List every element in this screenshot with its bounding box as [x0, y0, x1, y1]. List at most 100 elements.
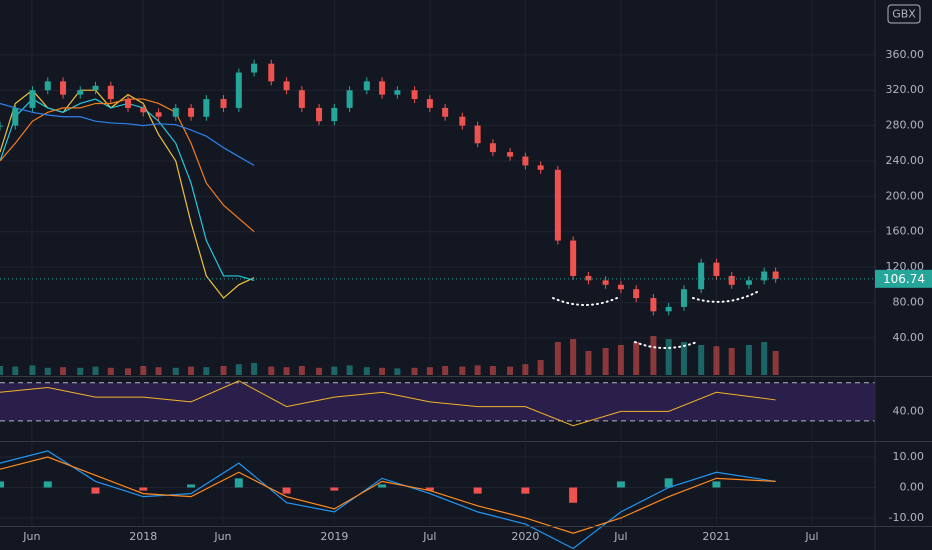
candle [188, 107, 195, 117]
volume-bar [220, 366, 227, 375]
candle [44, 81, 51, 91]
currency-badge [887, 4, 921, 24]
candle [298, 90, 305, 108]
candle [698, 262, 705, 290]
volume-bar [346, 365, 353, 375]
x-tick-label: Jul [613, 530, 627, 543]
candle [745, 280, 752, 285]
volume-bar [665, 339, 672, 375]
y-tick-label: 280.00 [886, 119, 925, 132]
volume-bar [570, 339, 577, 375]
candle [426, 99, 433, 108]
candle [172, 107, 179, 117]
candle [537, 165, 544, 170]
volume-bar [235, 364, 242, 375]
volume-bar [459, 366, 466, 375]
candle [713, 262, 720, 276]
candle [602, 280, 609, 285]
candle [12, 107, 19, 126]
candle [772, 271, 779, 279]
histogram-bar [330, 487, 339, 491]
candle [761, 271, 768, 281]
volume-bar [172, 367, 179, 375]
x-tick-label: Jul [804, 530, 818, 543]
macd-line [0, 456, 776, 534]
volume-bar [772, 351, 779, 375]
volume-bar [363, 367, 370, 375]
volume-bar [633, 342, 640, 375]
volume-bar [698, 345, 705, 375]
candle [363, 81, 370, 91]
volume-bar [617, 345, 624, 375]
candle [268, 63, 275, 82]
candle [665, 306, 672, 312]
pattern-annotation [634, 341, 698, 349]
volume-bar [12, 366, 19, 375]
x-tick-label: 2019 [320, 530, 348, 543]
volume-bar [761, 342, 768, 375]
volume-bar [188, 366, 195, 375]
last-price-label: 106.74 [883, 272, 925, 286]
histogram-bar [187, 484, 196, 488]
histogram-bar [282, 487, 291, 494]
candle [125, 99, 132, 108]
macd-line [0, 450, 776, 550]
candle [680, 289, 687, 307]
histogram-bar [0, 481, 4, 488]
candle [346, 90, 353, 108]
y-tick-label: 360.00 [886, 48, 925, 61]
histogram-bar [139, 487, 148, 491]
moving-average [0, 102, 255, 166]
y-tick-label: -10.00 [889, 511, 924, 524]
histogram-bar [425, 487, 434, 491]
candle [140, 107, 147, 113]
volume-bar [107, 367, 114, 375]
volume-bar [713, 346, 720, 375]
volume-bar [44, 367, 51, 375]
candle [507, 152, 514, 157]
candle [394, 90, 401, 95]
rsi-band [0, 382, 875, 421]
x-tick-label: 2018 [129, 530, 157, 543]
histogram-bar [234, 478, 243, 488]
volume-bar [522, 364, 529, 375]
volume-bar [316, 367, 323, 375]
volume-bar [379, 367, 386, 375]
histogram-bar [712, 481, 721, 488]
histogram-bar [91, 487, 100, 494]
volume-bar [411, 367, 418, 375]
marks [0, 59, 875, 550]
y-tick-label: 10.00 [893, 450, 925, 463]
histogram-bar [569, 487, 578, 503]
volume-bar [60, 367, 67, 375]
x-tick-label: Jun [213, 530, 231, 543]
y-tick-label: 0.00 [900, 481, 925, 494]
candle [283, 81, 290, 91]
volume-bar [77, 367, 84, 375]
volume-bar [426, 367, 433, 375]
volume-bar [728, 348, 735, 375]
candle [251, 63, 258, 73]
volume-bar [155, 367, 162, 375]
histogram-bar [664, 478, 673, 488]
candle [92, 85, 99, 91]
currency-label: GBX [892, 8, 916, 21]
candle [0, 125, 3, 127]
volume-bar [680, 342, 687, 375]
candle [155, 112, 162, 117]
moving-average [0, 89, 255, 299]
y-tick-label: 80.00 [893, 295, 925, 308]
volume-bar [650, 336, 657, 375]
volume-bar [203, 367, 210, 375]
volume-bar [29, 365, 36, 375]
volume-bar [537, 360, 544, 375]
x-tick-label: 2020 [511, 530, 539, 543]
candle [617, 284, 624, 290]
candle [554, 169, 561, 241]
y-tick-label: 240.00 [886, 154, 925, 167]
volume-bar [251, 363, 258, 375]
y-tick-label: 160.00 [886, 225, 925, 238]
candle [633, 289, 640, 299]
